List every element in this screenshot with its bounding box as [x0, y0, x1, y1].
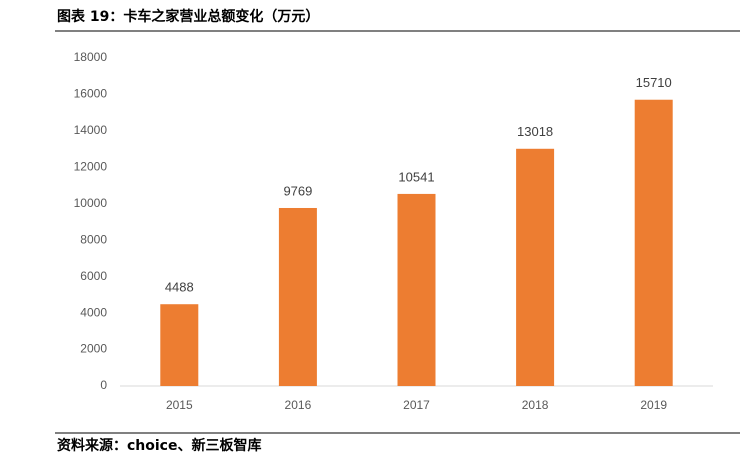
data-label: 15710 — [636, 75, 672, 90]
data-label: 4488 — [165, 280, 194, 295]
data-label: 9769 — [283, 183, 312, 198]
x-tick-label: 2015 — [166, 398, 193, 412]
y-tick-label: 14000 — [74, 123, 108, 137]
x-tick-label: 2018 — [522, 398, 549, 412]
bar — [278, 207, 317, 386]
x-tick-label: 2016 — [285, 398, 312, 412]
y-tick-label: 2000 — [80, 342, 107, 356]
x-tick-label: 2019 — [640, 398, 667, 412]
y-tick-label: 6000 — [80, 269, 107, 283]
data-label: 13018 — [517, 124, 553, 139]
chart-title: 图表 19：卡车之家营业总额变化（万元） — [57, 8, 319, 25]
y-tick-label: 18000 — [74, 50, 108, 64]
y-tick-label: 16000 — [74, 87, 108, 101]
y-tick-label: 0 — [100, 378, 107, 392]
bar — [160, 304, 199, 386]
x-tick-label: 2017 — [403, 398, 430, 412]
y-tick-label: 8000 — [80, 232, 107, 246]
bar — [397, 193, 436, 386]
data-label: 10541 — [398, 169, 434, 184]
y-tick-label: 4000 — [80, 305, 107, 319]
bar — [634, 99, 673, 387]
source-note: 资料来源：choice、新三板智库 — [57, 437, 261, 454]
y-tick-label: 10000 — [74, 196, 108, 210]
bar — [516, 148, 555, 386]
y-tick-label: 12000 — [74, 160, 108, 174]
